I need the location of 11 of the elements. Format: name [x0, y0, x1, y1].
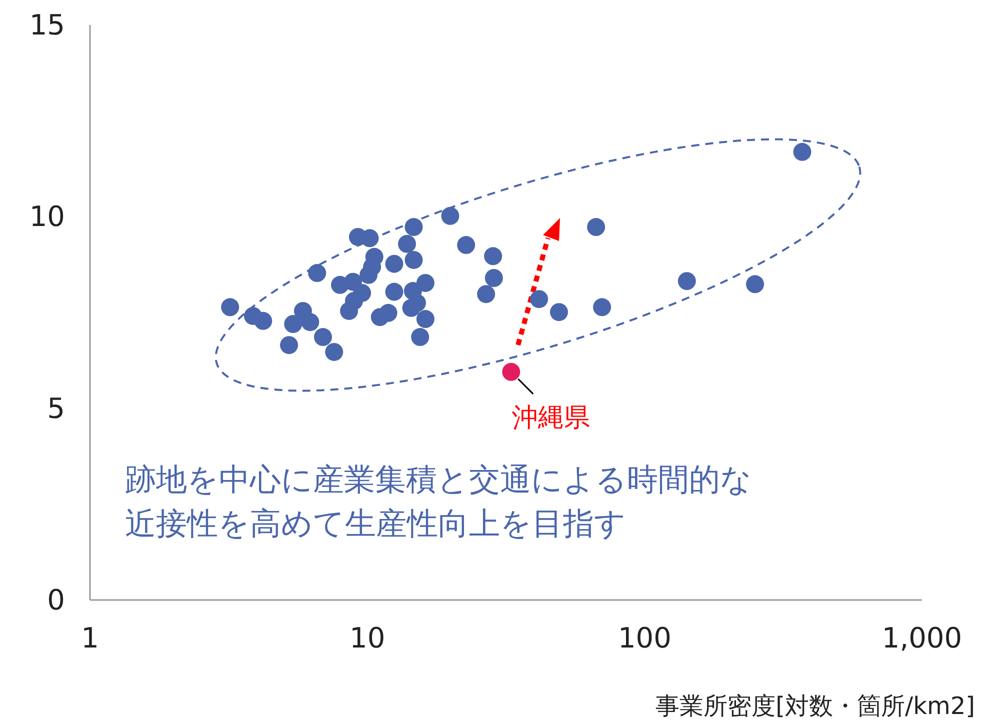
y-tick-label: 0 [47, 584, 65, 616]
x-tick-label: 100 [618, 622, 672, 654]
annotation: 沖縄県 [512, 402, 590, 433]
x-axis-title: 事業所密度[対数・箇所/km2] [656, 692, 975, 720]
y-tick-label: 10 [29, 200, 65, 234]
x-tick-label: 1 [81, 622, 99, 654]
annotation: 跡地を中心に産業集積と交通による時間的な近接性を高めて生産性向上を目指す [125, 462, 752, 542]
x-tick-label: 1,000 [882, 622, 962, 654]
x-tick-label: 10 [350, 622, 386, 654]
y-tick-label: 5 [47, 392, 65, 425]
y-tick-label: 15 [29, 8, 65, 42]
